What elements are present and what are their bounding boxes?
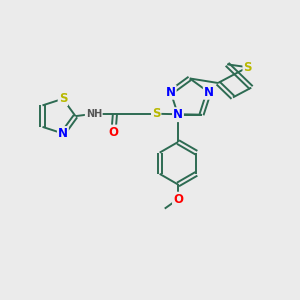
Text: O: O — [109, 125, 118, 139]
Text: S: S — [58, 92, 67, 105]
Text: N: N — [204, 86, 214, 99]
Text: O: O — [173, 193, 183, 206]
Text: N: N — [58, 127, 68, 140]
Text: S: S — [152, 107, 161, 120]
Text: N: N — [173, 108, 183, 121]
Text: N: N — [166, 86, 176, 99]
Text: S: S — [243, 61, 252, 74]
Text: NH: NH — [85, 109, 102, 119]
